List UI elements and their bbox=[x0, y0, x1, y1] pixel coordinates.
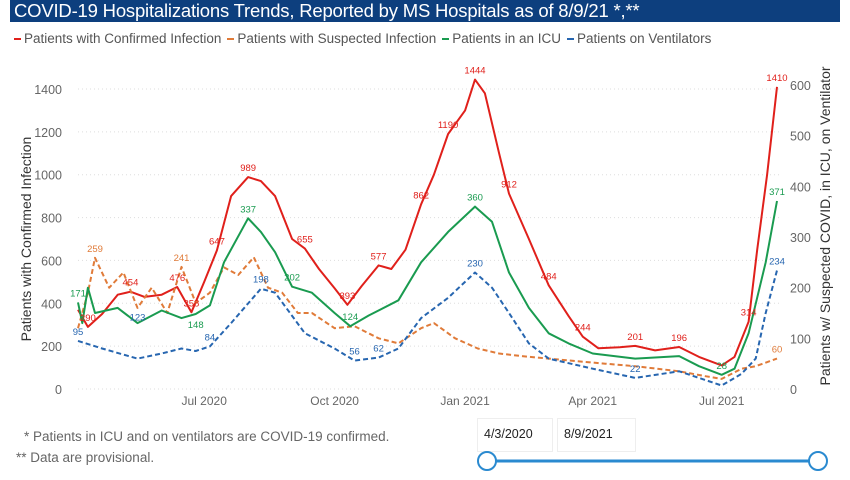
data-label: 371 bbox=[769, 187, 785, 198]
legend-item[interactable]: Patients with Suspected Infection bbox=[227, 31, 436, 46]
footnote-confirmed: * Patients in ICU and on ventilators are… bbox=[24, 429, 390, 444]
y-right-axis-title: Patients w/ Suspected COVID, in ICU, on … bbox=[817, 66, 833, 385]
data-label: 655 bbox=[297, 235, 313, 246]
data-label: 454 bbox=[123, 278, 139, 289]
y-left-tick-label: 1400 bbox=[34, 83, 62, 97]
chart-legend: Patients with Confirmed Infection Patient… bbox=[14, 31, 711, 46]
data-label: 60 bbox=[772, 345, 783, 356]
data-label: 476 bbox=[169, 273, 185, 284]
data-label: 1190 bbox=[438, 120, 458, 131]
data-label: 148 bbox=[188, 320, 204, 331]
data-label: 337 bbox=[240, 204, 256, 215]
y-left-tick-label: 1200 bbox=[34, 126, 62, 140]
y-left-tick-label: 800 bbox=[41, 212, 62, 226]
y-right-tick-label: 300 bbox=[790, 231, 811, 245]
data-label: 171 bbox=[70, 288, 86, 299]
data-label: 198 bbox=[253, 275, 269, 286]
data-label: 259 bbox=[87, 244, 103, 255]
data-label: 196 bbox=[671, 333, 687, 344]
data-label: 393 bbox=[339, 291, 355, 302]
y-right-tick-label: 200 bbox=[790, 282, 811, 296]
x-tick-label: Jul 2021 bbox=[699, 394, 745, 408]
end-date-input[interactable]: 8/9/2021 bbox=[557, 418, 636, 452]
start-date-input[interactable]: 4/3/2020 bbox=[477, 418, 553, 452]
y-left-tick-label: 600 bbox=[41, 254, 62, 268]
y-left-axis-title: Patients with Confirmed Infection bbox=[18, 137, 34, 342]
data-label: 244 bbox=[575, 323, 591, 334]
x-tick-label: Oct 2020 bbox=[310, 394, 359, 408]
x-tick-label: Jul 2020 bbox=[182, 394, 228, 408]
x-tick-label: Apr 2021 bbox=[568, 394, 617, 408]
legend-item[interactable]: Patients with Confirmed Infection bbox=[14, 31, 221, 46]
y-right-tick-label: 500 bbox=[790, 130, 811, 144]
data-label: 201 bbox=[627, 332, 643, 343]
data-label: 989 bbox=[240, 163, 256, 174]
data-label: 56 bbox=[349, 347, 360, 358]
data-label: 912 bbox=[501, 180, 517, 191]
legend-item[interactable]: Patients in an ICU bbox=[442, 31, 561, 46]
series-line-patients-with-confirmed-infection bbox=[77, 78, 778, 367]
legend-swatch bbox=[567, 37, 575, 40]
data-label: 358 bbox=[183, 298, 199, 309]
data-label: 290 bbox=[80, 313, 96, 324]
legend-swatch bbox=[442, 37, 450, 40]
data-label: 84 bbox=[205, 332, 216, 343]
y-right-tick-label: 400 bbox=[790, 180, 811, 194]
data-label: 862 bbox=[413, 190, 429, 201]
data-label: 1444 bbox=[464, 66, 485, 77]
footnote-provisional: ** Data are provisional. bbox=[16, 450, 155, 465]
series-line-patients-on-ventilators bbox=[77, 270, 778, 387]
data-label: 124 bbox=[342, 312, 358, 323]
legend-label: Patients on Ventilators bbox=[577, 31, 712, 46]
y-right-tick-label: 600 bbox=[790, 79, 811, 93]
data-label: 230 bbox=[467, 258, 483, 269]
y-left-tick-label: 400 bbox=[41, 297, 62, 311]
x-tick-label: Jan 2021 bbox=[440, 394, 490, 408]
data-label: 360 bbox=[467, 193, 483, 204]
data-label: 241 bbox=[174, 253, 190, 264]
legend-label: Patients with Suspected Infection bbox=[237, 31, 437, 46]
legend-swatch bbox=[227, 37, 235, 40]
legend-swatch bbox=[14, 37, 21, 40]
y-left-tick-label: 200 bbox=[41, 340, 62, 354]
data-label: 62 bbox=[373, 344, 384, 355]
y-right-tick-label: 100 bbox=[790, 332, 811, 346]
data-label: 484 bbox=[541, 271, 557, 282]
data-label: 1410 bbox=[766, 73, 787, 84]
report-title: COVID-19 Hospitalizations Trends, Report… bbox=[10, 0, 840, 22]
data-label: 234 bbox=[769, 256, 785, 267]
data-label: 314 bbox=[741, 308, 757, 319]
legend-label: Patients in an ICU bbox=[452, 31, 562, 46]
data-label: 202 bbox=[284, 273, 300, 284]
data-label: 647 bbox=[209, 236, 225, 247]
data-label: 123 bbox=[130, 313, 146, 324]
data-label: 22 bbox=[630, 364, 641, 375]
legend-item[interactable]: Patients on Ventilators bbox=[567, 31, 711, 46]
series-line-patients-with-suspected-infection bbox=[77, 256, 778, 380]
data-label: 28 bbox=[716, 361, 727, 372]
legend-label: Patients with Confirmed Infection bbox=[24, 31, 222, 46]
y-left-tick-label: 0 bbox=[55, 383, 62, 397]
y-right-tick-label: 0 bbox=[790, 383, 797, 397]
data-label: 95 bbox=[73, 327, 84, 338]
data-label: 577 bbox=[371, 251, 387, 262]
y-left-tick-label: 1000 bbox=[34, 169, 62, 183]
